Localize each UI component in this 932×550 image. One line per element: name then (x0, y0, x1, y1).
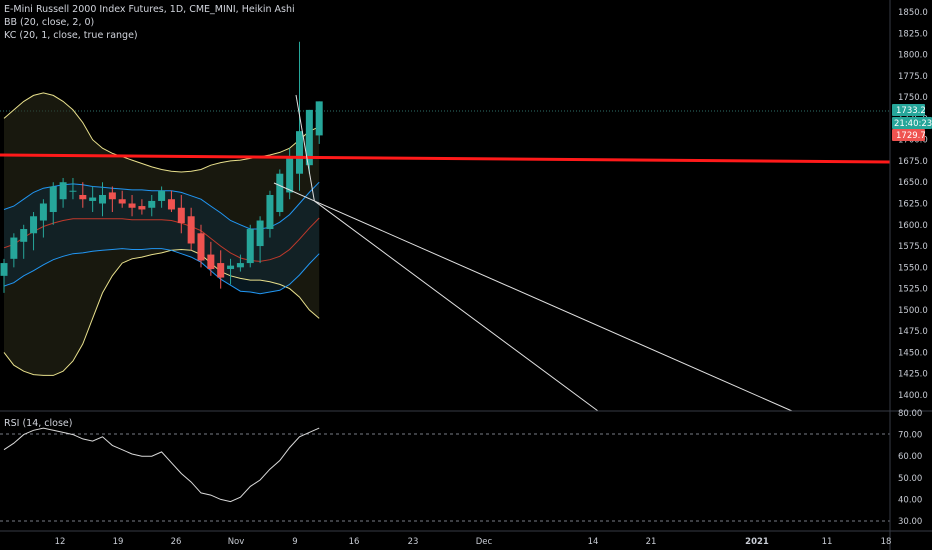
chart-title[interactable]: E-Mini Russell 2000 Index Futures, 1D, C… (4, 4, 295, 15)
level-badge: 1729.7 (892, 129, 926, 141)
rsi-tick-label: 40.00 (898, 495, 922, 505)
time-tick-label: 11 (822, 537, 833, 547)
red-trendline (0, 153, 891, 164)
price-tick-label: 1550.0 (898, 263, 928, 273)
candle-body (276, 173, 284, 213)
bb-upper-line (3, 92, 320, 173)
rsi-line (3, 427, 320, 503)
candle-body (59, 182, 67, 200)
time-tick-label: Dec (476, 537, 493, 547)
price-tick-label: 1500.0 (898, 306, 928, 316)
time-axis[interactable]: 12 19 26 Nov 9 16 23 Dec 14 21 2021 11 18 (55, 537, 892, 547)
candle-body (315, 101, 323, 136)
price-tick-label: 1675.0 (898, 157, 928, 167)
price-tick-label: 1850.0 (898, 8, 928, 18)
price-tick-label: 1650.0 (898, 178, 928, 188)
candle-body (138, 206, 146, 210)
price-tick-label: 1800.0 (898, 51, 928, 61)
candle-body (167, 199, 175, 210)
price-pane[interactable] (0, 41, 891, 412)
rsi-tick-label: 50.00 (898, 474, 922, 484)
time-tick-label: 12 (55, 537, 66, 547)
rsi-tick-label: 80.00 (898, 409, 922, 419)
price-tick-label: 1750.0 (898, 93, 928, 103)
candle-body (296, 131, 303, 174)
time-tick-label: Nov (228, 537, 245, 547)
candle-body (30, 216, 38, 234)
fan-line (273, 182, 315, 202)
bb-legend[interactable]: BB (20, close, 2, 0) (4, 17, 95, 28)
candle-body (108, 192, 116, 200)
candle-body (286, 156, 294, 193)
rsi-pane[interactable] (0, 427, 890, 522)
level-price-text: 1729.7 (896, 131, 926, 141)
rsi-tick-label: 70.00 (898, 431, 922, 441)
fan-line (314, 200, 599, 412)
fan-line (295, 94, 315, 202)
price-tick-label: 1525.0 (898, 285, 928, 295)
candle-body (246, 229, 254, 264)
rsi-axis[interactable]: 80.00 70.00 60.00 50.00 40.00 30.00 (898, 409, 922, 527)
candle-body (99, 194, 106, 204)
kc-lower-line (3, 248, 320, 295)
countdown-text: 21:40:23 (894, 119, 932, 129)
candle-body (177, 207, 185, 224)
price-axis[interactable]: 1850.01825.01800.01775.01750.01725.01700… (898, 8, 928, 401)
candle-body (158, 190, 166, 201)
kc-basis-line (3, 217, 320, 262)
time-tick-label: 16 (349, 537, 360, 547)
price-tick-label: 1575.0 (898, 242, 928, 252)
candle-body (20, 229, 28, 242)
price-tick-label: 1450.0 (898, 348, 928, 358)
candle-body (128, 203, 136, 208)
rsi-tick-label: 30.00 (898, 517, 922, 527)
candle-body (89, 197, 97, 201)
price-tick-label: 1400.0 (898, 391, 928, 401)
candle-body (187, 216, 195, 244)
candle-body (39, 203, 47, 221)
countdown-badge: 21:40:23 (892, 117, 932, 129)
candle-body (207, 254, 215, 270)
candle-body (79, 194, 87, 200)
candle-body (69, 190, 77, 192)
price-tick-label: 1425.0 (898, 370, 928, 380)
time-tick-label: 9 (292, 537, 297, 547)
bb-lower-line (3, 248, 320, 376)
price-tick-label: 1825.0 (898, 29, 928, 39)
candle-body (118, 199, 126, 204)
rsi-legend[interactable]: RSI (14, close) (4, 418, 73, 429)
time-tick-label: 19 (113, 537, 124, 547)
fan-line (314, 200, 793, 412)
rsi-tick-label: 60.00 (898, 452, 922, 462)
candle-body (197, 233, 205, 261)
candle-body (305, 109, 313, 166)
candle-body (217, 263, 225, 278)
time-tick-label: 21 (646, 537, 657, 547)
candle-body (49, 186, 57, 213)
candle-body (256, 220, 264, 247)
candles-group (0, 41, 323, 293)
candle-body (236, 263, 244, 268)
candle-body (266, 194, 274, 230)
price-tick-label: 1775.0 (898, 72, 928, 82)
time-tick-label: 23 (408, 537, 419, 547)
time-tick-label: 26 (171, 537, 182, 547)
price-tick-label: 1475.0 (898, 327, 928, 337)
candle-body (10, 237, 18, 259)
price-tick-label: 1600.0 (898, 221, 928, 231)
time-tick-label: 2021 (745, 537, 769, 547)
kc-legend[interactable]: KC (20, 1, close, true range) (4, 30, 138, 41)
candle-body (148, 200, 156, 208)
candle-body (227, 265, 235, 270)
last-price-text: 1733.2 (896, 106, 926, 116)
time-tick-label: 14 (588, 537, 599, 547)
price-tick-label: 1625.0 (898, 200, 928, 210)
candle-body (0, 263, 8, 276)
last-price-badge: 1733.2 (892, 104, 926, 116)
time-tick-label: 18 (881, 537, 892, 547)
gann-fan (273, 94, 793, 412)
